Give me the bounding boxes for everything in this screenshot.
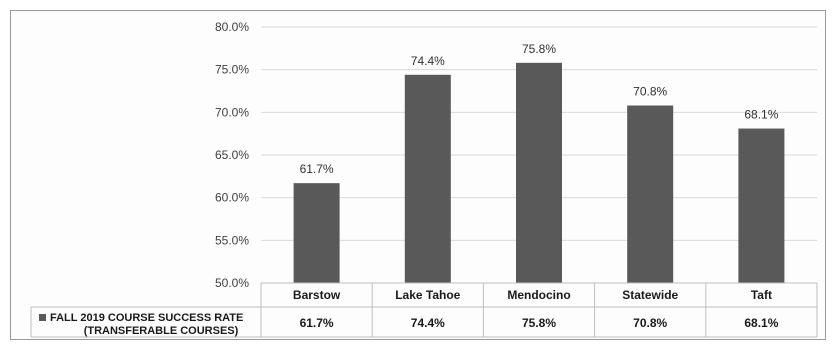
y-tick-label: 55.0% [215,233,249,247]
y-tick-label: 65.0% [215,148,249,162]
y-tick-label: 50.0% [215,276,249,290]
bar [516,62,562,284]
legend-label: (TRANSFERABLE COURSES) [84,325,239,337]
table-value: 68.1% [744,316,778,330]
y-tick-label: 70.0% [215,105,249,119]
table-value: 75.8% [522,316,556,330]
category-label: Barstow [293,288,341,302]
legend-label: FALL 2019 COURSE SUCCESS RATE [50,312,243,324]
y-tick-label: 60.0% [215,191,249,205]
category-label: Statewide [622,288,678,302]
data-label: 68.1% [744,108,778,122]
category-label: Mendocino [507,288,570,302]
chart-frame: 50.0% 55.0% 60.0% 65.0% 70.0% 75.0% 80.0% 61.7%… [10,10,826,340]
category-label: Taft [751,288,772,302]
y-tick-label: 80.0% [215,20,249,34]
table-value: 61.7% [300,316,334,330]
category-label: Lake Tahoe [395,288,460,302]
data-label: 70.8% [633,85,667,99]
table-value: 74.4% [411,316,445,330]
y-tick-label: 75.0% [215,63,249,77]
data-label: 75.8% [522,42,556,56]
bar [293,183,340,283]
table-value: 70.8% [633,316,667,330]
bar [738,128,785,283]
data-label: 61.7% [300,162,334,176]
bar-chart: 50.0% 55.0% 60.0% 65.0% 70.0% 75.0% 80.0% 61.7%… [30,20,818,338]
bar [627,105,674,283]
data-label: 74.4% [411,54,445,68]
bar [404,74,451,283]
legend-key [39,314,46,321]
